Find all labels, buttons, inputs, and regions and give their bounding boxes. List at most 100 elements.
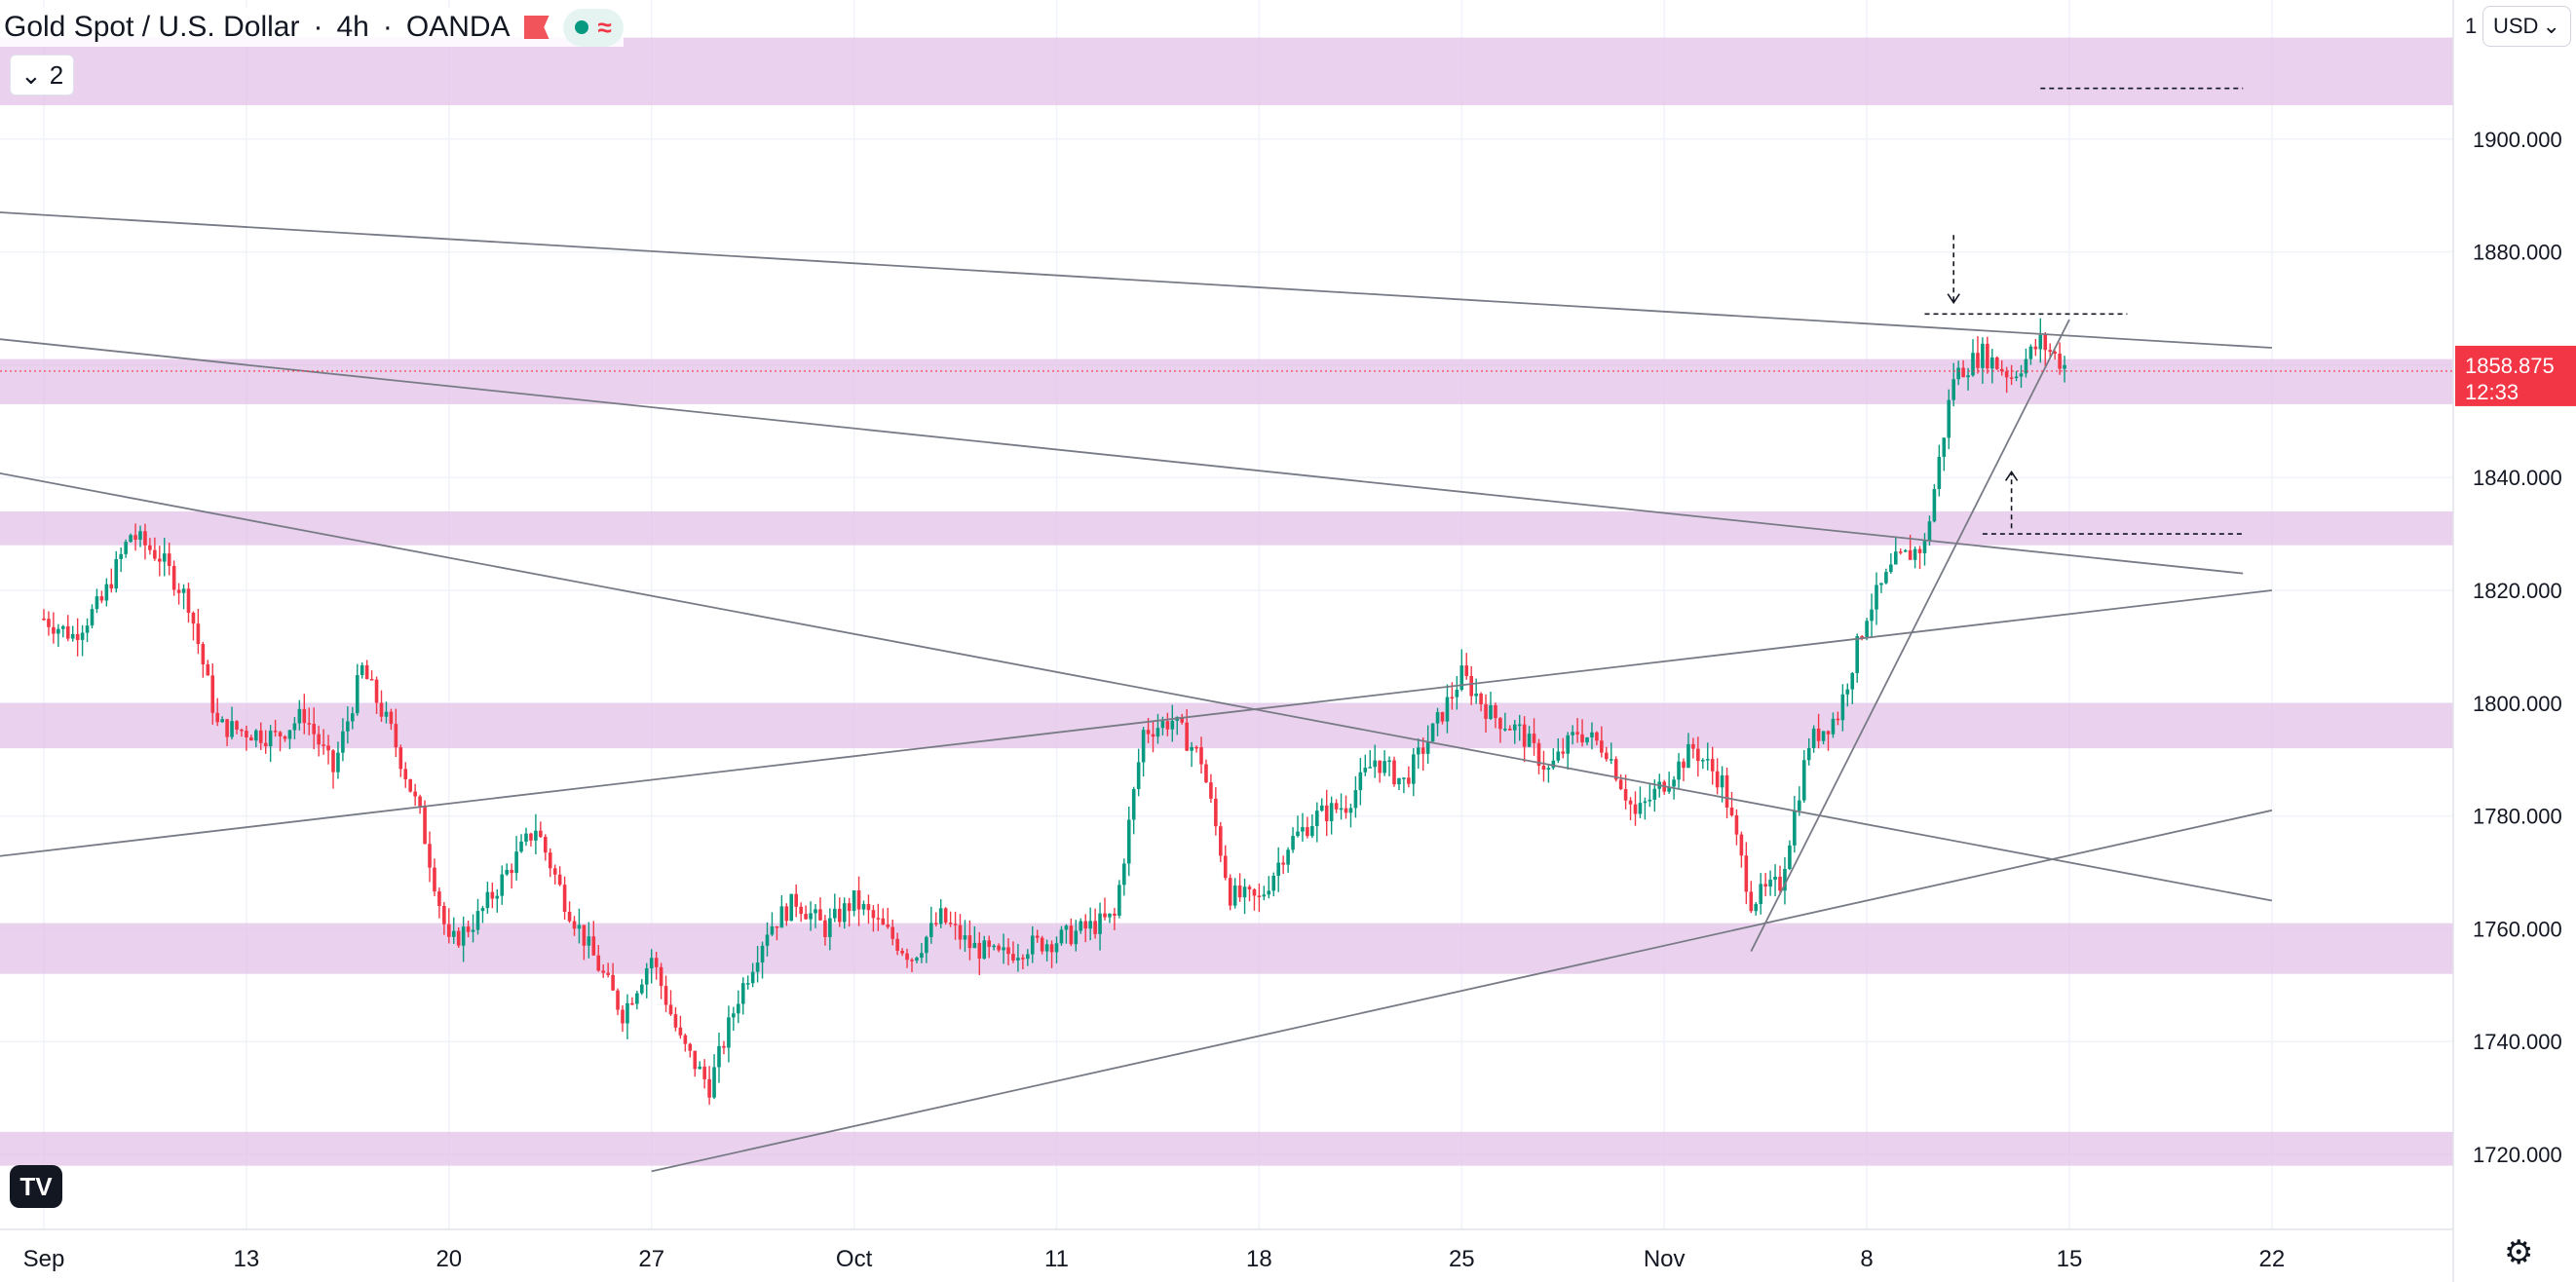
candle-body: [1455, 690, 1459, 698]
candle-body: [929, 923, 933, 937]
candle-body: [529, 833, 533, 841]
candle-body: [1894, 551, 1898, 565]
candle-body: [1754, 904, 1759, 912]
candle-body: [394, 724, 398, 748]
candle-body: [1440, 711, 1445, 722]
candle-body: [591, 936, 596, 956]
candle-body: [485, 891, 490, 909]
candle-body: [1339, 808, 1344, 811]
candle-body: [181, 588, 186, 593]
candle-body: [210, 675, 215, 713]
symbol-header[interactable]: Gold Spot / U.S. Dollar · 4h · OANDA ≈: [0, 8, 624, 47]
candle-body: [1267, 890, 1271, 895]
candle-body: [1378, 760, 1382, 773]
candle-body: [943, 908, 948, 924]
candle-body: [249, 736, 253, 741]
candle-body: [866, 904, 871, 911]
candle-body: [1720, 774, 1724, 788]
candle-body: [663, 986, 668, 1005]
candle-body: [1484, 704, 1488, 719]
candle-body: [360, 664, 364, 676]
candle-body: [1185, 722, 1189, 751]
settings-gear-icon[interactable]: ⚙: [2504, 1234, 2534, 1271]
candle-body: [1999, 368, 2004, 372]
indicators-toggle[interactable]: ⌄ 2: [10, 55, 75, 95]
candle-body: [621, 1009, 625, 1024]
candle-body: [1566, 735, 1570, 754]
candle-body: [1749, 891, 1754, 912]
candle-body: [1778, 876, 1782, 891]
candle-body: [1710, 759, 1715, 772]
candle-body: [1021, 958, 1025, 960]
candle-body: [606, 972, 610, 975]
candle-body: [1517, 724, 1522, 727]
candle-body: [206, 663, 210, 676]
candle-body: [1845, 689, 1850, 695]
candle-body: [775, 925, 779, 928]
candles-layer: [42, 318, 2066, 1106]
candle-body: [1088, 921, 1092, 929]
candle-body: [1165, 721, 1170, 730]
candle-body: [1122, 863, 1126, 886]
candle-body: [1373, 760, 1377, 768]
candle-body: [1686, 743, 1690, 769]
candle-body: [258, 730, 263, 743]
candle-body: [225, 719, 229, 737]
candle-body: [408, 778, 412, 792]
candle-body: [1286, 849, 1290, 865]
candle-body: [890, 926, 894, 939]
interval[interactable]: 4h: [336, 11, 369, 43]
candle-body: [562, 885, 567, 913]
candle-body: [351, 713, 355, 722]
candle-body: [1310, 826, 1314, 837]
candle-body: [1093, 921, 1097, 934]
candle-body: [1571, 732, 1574, 735]
candle-body: [1956, 367, 1960, 380]
candle-body: [1126, 819, 1131, 864]
candle-body: [794, 893, 798, 907]
candle-body: [1763, 884, 1767, 887]
candle-body: [1059, 929, 1064, 944]
tradingview-logo-icon[interactable]: TV: [10, 1165, 62, 1208]
candle-body: [1146, 730, 1151, 735]
date-tick-label: 27: [638, 1246, 664, 1272]
separator: ·: [313, 11, 323, 43]
candle-body: [1821, 731, 1826, 741]
candle-body: [1353, 790, 1358, 809]
candle-body: [302, 708, 307, 724]
candle-body: [1715, 771, 1720, 788]
candle-body: [1806, 747, 1811, 761]
candle-body: [1971, 353, 1975, 376]
market-status[interactable]: ≈: [562, 8, 624, 47]
candle-body: [1479, 693, 1483, 705]
candle-body: [1898, 551, 1903, 553]
candle-body: [1691, 743, 1695, 749]
price-tick-label: 1760.000: [2473, 917, 2562, 941]
candle-body: [1701, 760, 1705, 762]
price-tick-label-partial: 1: [2465, 14, 2477, 38]
candle-body: [1445, 697, 1450, 722]
candle-body: [963, 935, 967, 940]
candle-body: [915, 958, 919, 962]
candle-body: [80, 632, 85, 640]
candle-body: [1884, 572, 1888, 584]
price-tick-label: 1840.000: [2473, 466, 2562, 490]
candle-body: [818, 909, 822, 921]
candle-body: [972, 942, 977, 949]
price-zone: [0, 923, 2453, 974]
candle-body: [1194, 746, 1198, 749]
candle-body: [745, 983, 750, 985]
candle-body: [322, 744, 325, 746]
candle-body: [143, 531, 147, 546]
price-zone: [0, 37, 2453, 106]
candle-body: [1199, 747, 1203, 765]
candle-body: [2043, 334, 2048, 351]
candle-body: [1580, 734, 1584, 743]
currency-selector[interactable]: USD ⌄: [2482, 6, 2571, 47]
candle-body: [1214, 798, 1218, 827]
candle-body: [1474, 693, 1478, 697]
candle-body: [905, 953, 909, 961]
candle-body: [1044, 944, 1049, 952]
candle-body: [1002, 947, 1005, 951]
